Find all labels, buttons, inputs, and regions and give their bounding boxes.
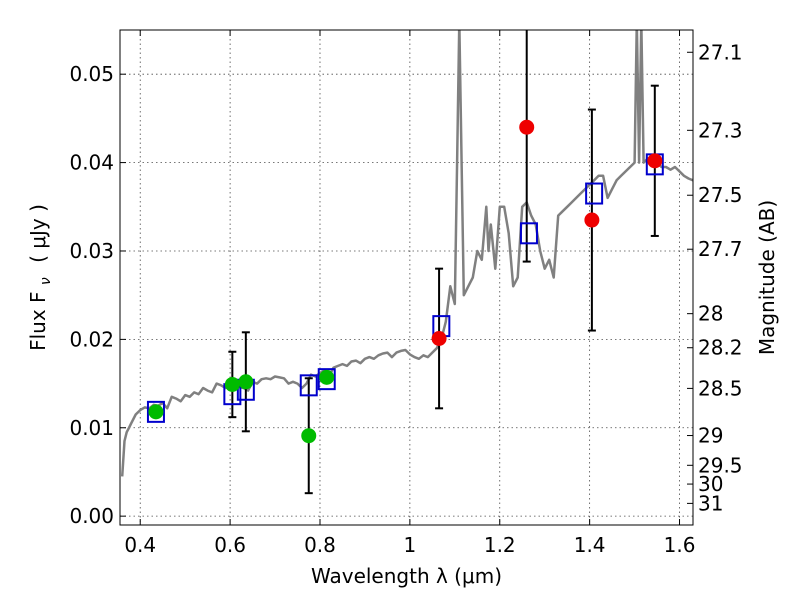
y-tick-label: 0.01 bbox=[69, 416, 114, 440]
mag-tick-label: 28.2 bbox=[698, 336, 743, 360]
green-point bbox=[301, 428, 317, 444]
mag-tick-label: 28.5 bbox=[698, 376, 743, 400]
green-point bbox=[319, 369, 335, 385]
grid-layer bbox=[120, 30, 693, 525]
model-square bbox=[585, 182, 604, 205]
plot-frame bbox=[119, 29, 694, 526]
green-point bbox=[224, 376, 240, 392]
y-axis-label-sub: ν bbox=[38, 277, 54, 285]
model-square bbox=[317, 368, 336, 391]
mag-tick-label: 30 bbox=[698, 472, 723, 496]
red-point bbox=[431, 330, 447, 346]
tick-layer: 0.4 0.6 0.8 1 1.2 1.4 1.6 0.00 0.01 0.02 0.03 0.04 0… bbox=[69, 30, 743, 557]
x-tick-label: 1 bbox=[404, 533, 417, 557]
y-axis-label-main: Flux F bbox=[26, 291, 50, 350]
mag-tick-label: 27.1 bbox=[698, 40, 743, 64]
errorbar-layer bbox=[228, 30, 659, 495]
mag-tick-label: 27.3 bbox=[698, 118, 743, 142]
red-point bbox=[584, 212, 600, 228]
green-point bbox=[238, 374, 254, 390]
x-tick-label: 1.6 bbox=[664, 533, 696, 557]
mag-tick-label: 28 bbox=[698, 302, 723, 326]
y-tick-label: 0.05 bbox=[69, 62, 114, 86]
mag-tick-label: 29 bbox=[698, 424, 723, 448]
x-tick-label: 0.8 bbox=[304, 533, 336, 557]
x-tick-label: 1.2 bbox=[484, 533, 516, 557]
red-point bbox=[647, 153, 663, 169]
mag-tick-label: 27.7 bbox=[698, 237, 743, 261]
model-square bbox=[519, 222, 538, 245]
model-square bbox=[299, 374, 318, 397]
y-tick-label: 0.03 bbox=[69, 239, 114, 263]
template-layer bbox=[120, 30, 693, 477]
x-tick-label: 1.4 bbox=[574, 533, 606, 557]
y-tick-label: 0.04 bbox=[69, 151, 114, 175]
template-sed-line bbox=[120, 30, 693, 477]
y-axis-label-unit: ( μJy ) bbox=[26, 204, 50, 263]
y-axis-label: Flux F ν ( μJy ) bbox=[26, 204, 55, 351]
mag-tick-label: 29.5 bbox=[698, 453, 743, 477]
mag-tick-label: 27.5 bbox=[698, 183, 743, 207]
red-point bbox=[519, 119, 535, 135]
green-point bbox=[148, 404, 164, 420]
x-axis-label: Wavelength λ (μm) bbox=[311, 564, 502, 588]
x-tick-label: 0.4 bbox=[124, 533, 156, 557]
magnitude-axis-label: Magnitude (AB) bbox=[755, 200, 779, 355]
mag-tick-label: 31 bbox=[698, 491, 723, 515]
y-tick-label: 0.02 bbox=[69, 327, 114, 351]
y-tick-label: 0.00 bbox=[69, 504, 114, 528]
x-tick-label: 0.6 bbox=[214, 533, 246, 557]
model-square bbox=[146, 400, 165, 423]
marker-layer bbox=[146, 119, 664, 444]
